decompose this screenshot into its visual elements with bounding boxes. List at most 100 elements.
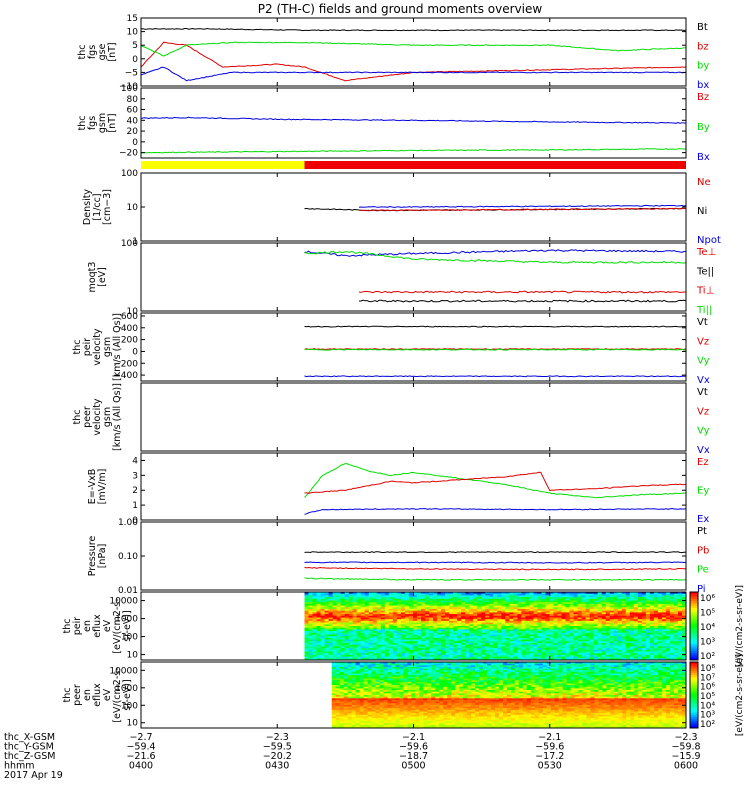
heatmap-cell: [521, 619, 526, 622]
heatmap-cell: [541, 632, 546, 635]
heatmap-cell: [533, 612, 538, 615]
heatmap-cell: [407, 676, 412, 679]
heatmap-cell: [605, 658, 611, 661]
heatmap-cell: [392, 641, 398, 644]
heatmap-cell: [344, 612, 350, 615]
heatmap-cell: [419, 671, 424, 675]
heatmap-cell: [586, 662, 591, 665]
heatmap-cell: [340, 610, 346, 613]
heatmap-cell: [372, 632, 378, 635]
heatmap-cell: [392, 607, 398, 610]
heatmap-cell: [316, 643, 322, 646]
heatmap-cell: [577, 598, 583, 601]
heatmap-cell: [669, 600, 675, 603]
heatmap-cell: [489, 631, 494, 634]
heatmap-cell: [522, 662, 528, 665]
heatmap-cell: [637, 598, 643, 601]
heatmap-cell: [435, 665, 440, 668]
heatmap-cell: [441, 620, 446, 624]
heatmap-cell: [514, 663, 520, 666]
heatmap-cell: [525, 610, 530, 613]
heatmap-cell: [597, 627, 603, 630]
heatmap-cell: [473, 609, 478, 612]
heatmap-cell: [593, 641, 599, 644]
y-axis-label: velocity: [92, 398, 103, 436]
heatmap-cell: [437, 643, 442, 646]
heatmap-cell: [578, 675, 584, 678]
heatmap-cell: [506, 666, 512, 670]
heatmap-cell: [428, 641, 434, 644]
heatmap-cell: [537, 622, 542, 625]
heatmap-cell: [677, 636, 683, 639]
heatmap-cell: [625, 614, 631, 617]
heatmap-cell: [649, 632, 655, 635]
heatmap-cell: [376, 648, 382, 651]
y-axis-label: peer: [82, 406, 93, 428]
heatmap-cell: [589, 626, 595, 629]
heatmap-cell: [525, 658, 530, 661]
heatmap-cell: [593, 653, 599, 656]
heatmap-cell: [457, 649, 462, 652]
heatmap-cell: [328, 592, 334, 595]
heatmap-cell: [645, 634, 651, 637]
heatmap-cell: [497, 646, 502, 649]
heatmap-cell: [443, 666, 448, 670]
heatmap-cell: [617, 598, 623, 601]
heatmap-cell: [441, 629, 446, 632]
heatmap-cell: [479, 673, 484, 676]
heatmap-cell: [633, 637, 639, 641]
heatmap-cell: [408, 600, 414, 603]
heatmap-cell: [412, 639, 418, 642]
heatmap-cell: [557, 620, 563, 624]
heatmap-cell: [332, 614, 338, 617]
heatmap-cell: [376, 624, 382, 627]
heatmap-cell: [681, 622, 687, 625]
heatmap-cell: [494, 663, 500, 666]
heatmap-cell: [617, 641, 623, 644]
heatmap-cell: [453, 637, 458, 641]
heatmap-cell: [372, 598, 378, 601]
heatmap-cell: [316, 644, 322, 647]
heatmap-cell: [585, 600, 591, 603]
heatmap-cell: [537, 619, 542, 622]
heatmap-cell: [502, 671, 508, 675]
heatmap-cell: [653, 620, 659, 624]
heatmap-cell: [380, 658, 386, 661]
heatmap-cell: [420, 603, 426, 607]
legend-Ey: Ey: [697, 486, 709, 497]
heatmap-cell: [494, 676, 500, 679]
heatmap-cell: [387, 671, 392, 675]
heatmap-cell: [649, 598, 655, 601]
heatmap-cell: [483, 670, 488, 673]
heatmap-cell: [569, 654, 575, 658]
heatmap-cell: [465, 617, 470, 620]
y-tick-label: −10: [119, 82, 138, 92]
heatmap-cell: [335, 663, 341, 666]
heatmap-cell: [412, 592, 418, 595]
heatmap-cell: [395, 665, 400, 668]
heatmap-cell: [481, 639, 486, 642]
heatmap-cell: [441, 631, 446, 634]
heatmap-cell: [602, 665, 607, 668]
heatmap-cell: [312, 653, 318, 656]
heatmap-cell: [498, 666, 504, 670]
heatmap-cell: [502, 676, 508, 679]
heatmap-cell: [465, 607, 470, 610]
heatmap-cell: [574, 665, 580, 668]
heatmap-cell: [477, 614, 482, 617]
heatmap-cell: [610, 663, 615, 666]
y-tick-label: 15: [127, 14, 138, 24]
heatmap-cell: [412, 593, 418, 596]
heatmap-cell: [320, 619, 326, 622]
heatmap-cell: [673, 615, 679, 618]
heatmap-cell: [485, 602, 490, 605]
heatmap-cell: [316, 634, 322, 637]
heatmap-cell: [553, 636, 558, 639]
heatmap-cell: [344, 634, 350, 637]
heatmap-cell: [673, 600, 679, 603]
y-tick-label: 10: [127, 307, 139, 317]
heatmap-cell: [328, 626, 334, 629]
heatmap-cell: [419, 668, 424, 671]
heatmap-cell: [649, 656, 655, 659]
heatmap-cell: [666, 668, 671, 671]
